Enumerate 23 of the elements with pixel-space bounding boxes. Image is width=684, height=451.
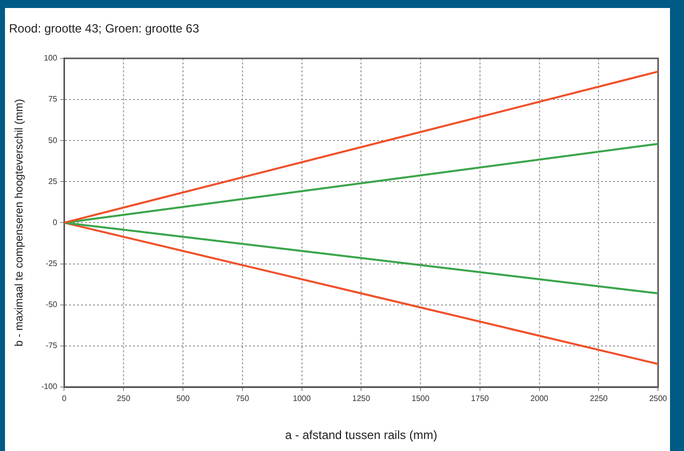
x-tick-label: 0 [62,394,67,404]
y-tick-label: -25 [46,258,58,268]
x-tick-label: 500 [176,394,190,404]
y-tick-label: 75 [48,94,58,104]
x-tick-label: 250 [116,394,131,404]
y-tick-label: 100 [44,54,58,63]
x-tick-label: 1500 [412,394,430,404]
chart-title: Rood: grootte 43; Groen: grootte 63 [9,22,200,36]
y-tick-label: -100 [41,382,58,392]
y-tick-label: -75 [46,341,58,350]
y-tick-label: 0 [52,218,58,227]
x-tick-label: 2000 [530,394,549,404]
x-tick-label: 1750 [471,394,490,404]
x-tick-label: 1000 [292,394,312,404]
y-tick-label: 50 [48,136,58,145]
x-tick-label: 2250 [590,394,608,404]
x-axis-title: a - afstand tussen rails (mm) [285,428,438,442]
x-tick-label: 1250 [352,394,371,404]
x-tick-label: 2500 [649,394,668,404]
y-axis-title: b - maximaal te compenseren hoogteverschil (mm) [14,98,26,346]
y-tick-label: -50 [46,300,58,310]
y-tick-label: 25 [48,176,58,186]
x-tick-label: 750 [236,394,250,404]
